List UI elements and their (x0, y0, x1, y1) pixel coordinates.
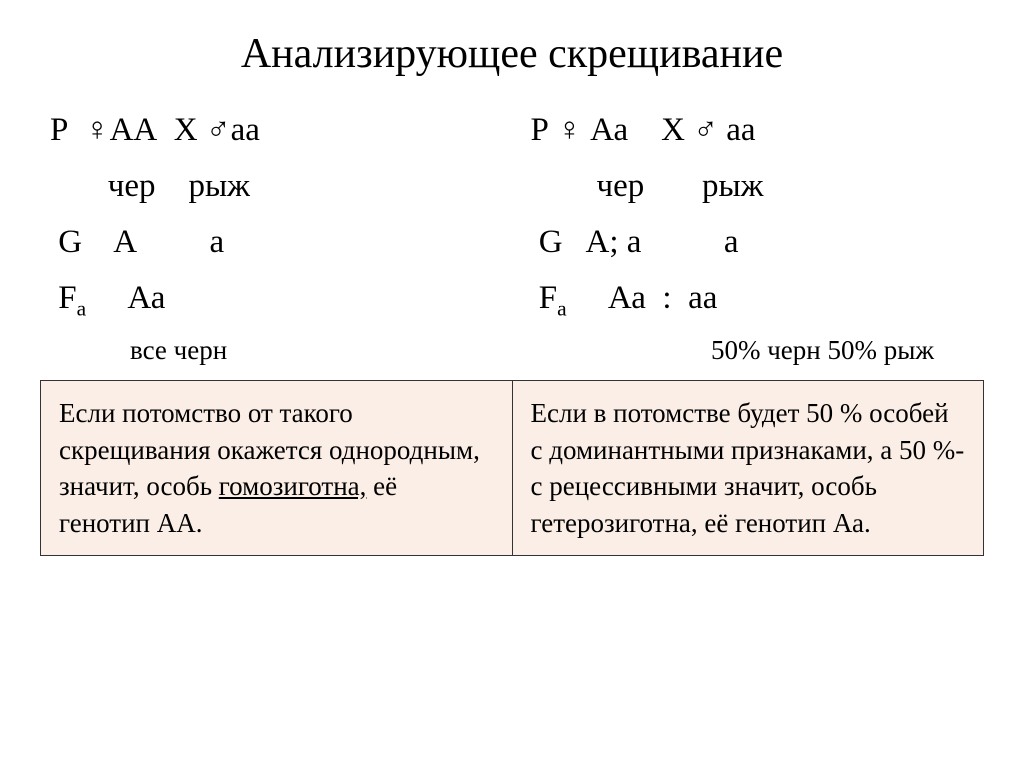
cross-right: Р ♀ Аа Х ♂ аа чер рыж G A; a a Fа Аа : а… (530, 102, 974, 327)
explanation-table: Если потомство от такого скрещивания ока… (40, 380, 984, 556)
result-row: все черн 50% черн 50% рыж (40, 335, 984, 380)
right-f-sub: а (557, 297, 567, 321)
left-phenotypes: чер рыж (50, 158, 494, 214)
right-f-label: F (530, 280, 557, 316)
explain-left-cell: Если потомство от такого скрещивания ока… (41, 381, 513, 556)
left-f-sub: а (77, 297, 87, 321)
cross-left: Р ♀АА Х ♂аа чер рыж G A a Fа Аа (50, 102, 494, 327)
explain-left-underlined: гомозиготна, (219, 471, 367, 501)
left-parents: Р ♀АА Х ♂аа (50, 102, 494, 158)
explain-right-cell: Если в потомстве будет 50 % особей с дом… (512, 381, 984, 556)
right-parents: Р ♀ Аа Х ♂ аа (530, 102, 974, 158)
page-title: Анализирующее скрещивание (40, 30, 984, 78)
right-phenotypes: чер рыж (530, 158, 974, 214)
right-result: 50% черн 50% рыж (711, 335, 974, 366)
right-offspring: Fа Аа : аа (530, 270, 974, 327)
left-f-label: F (50, 280, 77, 316)
left-f-val: Аа (86, 280, 165, 316)
right-f-val: Аа : аа (567, 280, 718, 316)
left-offspring: Fа Аа (50, 270, 494, 327)
left-result: все черн (50, 335, 227, 366)
cross-diagrams: Р ♀АА Х ♂аа чер рыж G A a Fа Аа Р ♀ Аа Х… (40, 102, 984, 335)
right-gametes: G A; a a (530, 214, 974, 270)
left-gametes: G A a (50, 214, 494, 270)
